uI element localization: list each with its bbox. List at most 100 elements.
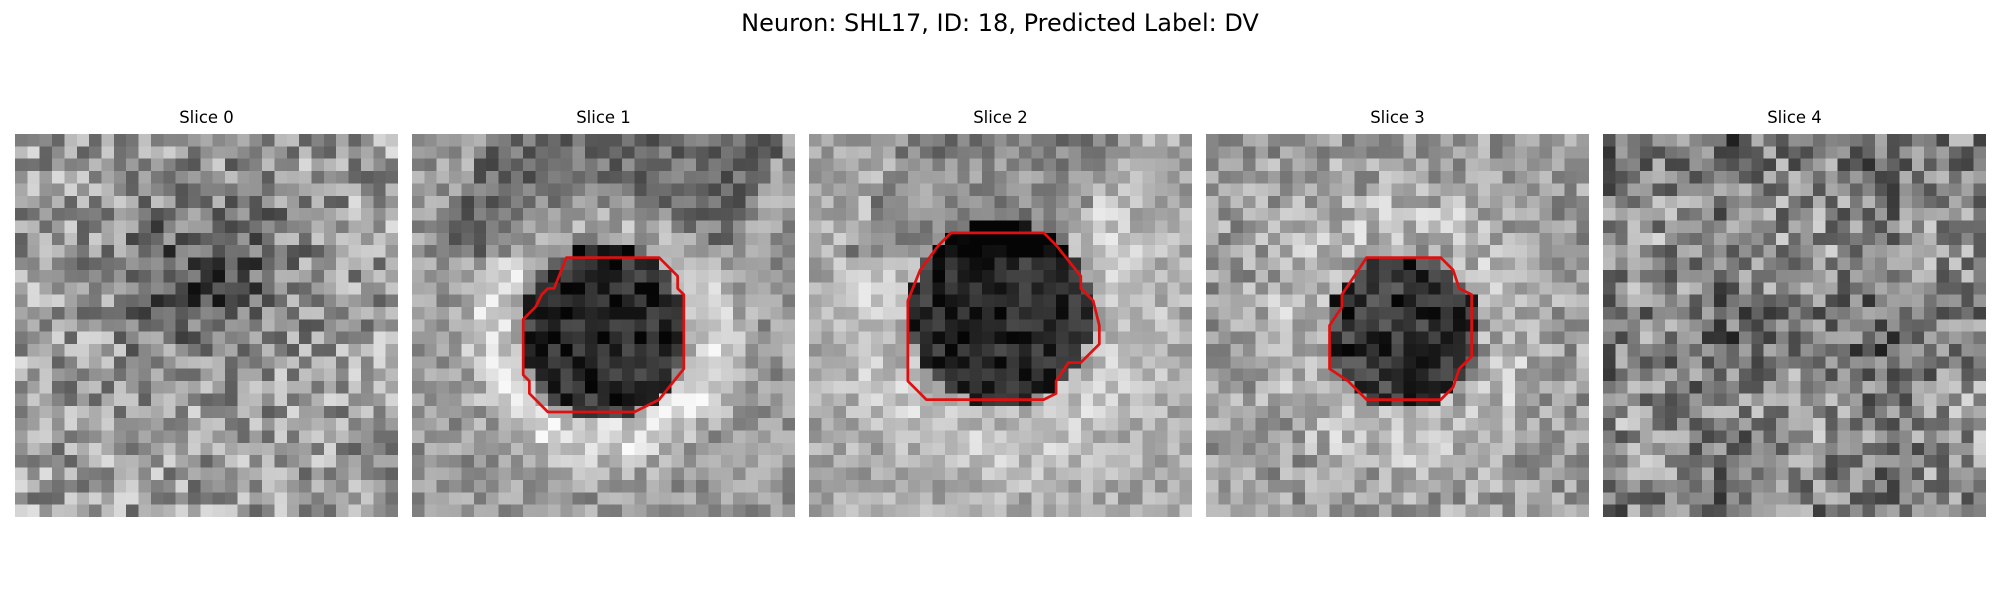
pixel [597, 467, 610, 481]
pixel [1341, 356, 1355, 369]
pixel [1714, 504, 1727, 517]
pixel [274, 492, 288, 505]
pixel [237, 356, 250, 369]
pixel [262, 356, 275, 369]
pixel [1936, 232, 1950, 246]
pixel [1763, 232, 1777, 246]
pixel [1142, 195, 1156, 209]
pixel [1391, 405, 1404, 419]
pixel [1936, 195, 1950, 209]
pixel [27, 208, 40, 221]
pixel [1924, 269, 1937, 283]
pixel [1924, 504, 1937, 517]
pixel [225, 146, 238, 159]
pixel [1911, 245, 1925, 258]
pixel [770, 134, 783, 147]
pixel [944, 220, 958, 234]
pixel [1366, 282, 1380, 295]
pixel [473, 146, 487, 159]
pixel [1179, 282, 1192, 295]
pixel [870, 319, 884, 332]
pixel [1428, 257, 1441, 271]
pixel [436, 405, 450, 419]
pixel [646, 430, 660, 444]
pixel [52, 467, 65, 481]
pixel [1428, 442, 1441, 456]
pixel [1514, 467, 1528, 481]
pixel [1948, 195, 1962, 209]
pixel [1465, 479, 1479, 493]
pixel [1105, 393, 1119, 407]
pixel [212, 504, 226, 517]
pixel [1874, 393, 1888, 407]
pixel [1440, 269, 1454, 283]
pixel [547, 220, 561, 234]
pixel [932, 405, 946, 419]
pixel [1267, 208, 1281, 221]
pixel [336, 282, 349, 295]
pixel [1354, 171, 1367, 184]
pixel [523, 134, 536, 147]
pixel [597, 232, 610, 246]
pixel [1428, 492, 1441, 505]
pixel [1551, 208, 1565, 221]
pixel [720, 331, 734, 345]
pixel [1887, 134, 1900, 147]
pixel [76, 220, 90, 234]
pixel [821, 146, 834, 159]
pixel [809, 183, 822, 197]
pixel [1640, 344, 1653, 357]
pixel [683, 208, 697, 221]
pixel [782, 331, 795, 345]
pixel [39, 381, 53, 394]
pixel [52, 442, 65, 456]
pixel [1689, 418, 1703, 431]
pixel [1255, 467, 1269, 481]
pixel [821, 381, 834, 394]
pixel [883, 183, 896, 197]
pixel [535, 368, 549, 382]
pixel [1142, 331, 1156, 345]
pixel [1490, 405, 1503, 419]
pixel [385, 492, 398, 505]
pixel [89, 294, 102, 308]
pixel [89, 232, 102, 246]
pixel [200, 442, 213, 456]
pixel [671, 331, 685, 345]
pixel [944, 158, 958, 172]
pixel [1640, 220, 1653, 234]
pixel [1093, 393, 1106, 407]
pixel [671, 455, 685, 468]
pixel [200, 134, 213, 147]
pixel [1031, 368, 1044, 382]
pixel [1056, 146, 1069, 159]
pixel [770, 208, 783, 221]
pixel [1551, 220, 1565, 234]
pixel [1800, 356, 1814, 369]
pixel [1603, 504, 1616, 517]
pixel [1813, 282, 1826, 295]
pixel [944, 134, 958, 147]
pixel [1354, 368, 1367, 382]
pixel [163, 479, 176, 493]
pixel [76, 245, 90, 258]
pixel [1280, 146, 1293, 159]
pixel [957, 467, 970, 481]
pixel [981, 282, 995, 295]
pixel [1142, 368, 1156, 382]
pixel [720, 158, 734, 172]
pixel [846, 455, 859, 468]
pixel [323, 282, 337, 295]
pixel [1428, 146, 1441, 159]
pixel [1961, 319, 1974, 332]
pixel [1899, 442, 1913, 456]
pixel [1576, 368, 1589, 382]
pixel [175, 232, 189, 246]
pixel [944, 232, 958, 246]
pixel [560, 430, 573, 444]
pixel [1490, 455, 1503, 468]
pixel [1354, 504, 1367, 517]
pixel [809, 269, 822, 283]
pixel [733, 208, 746, 221]
pixel [52, 504, 65, 517]
